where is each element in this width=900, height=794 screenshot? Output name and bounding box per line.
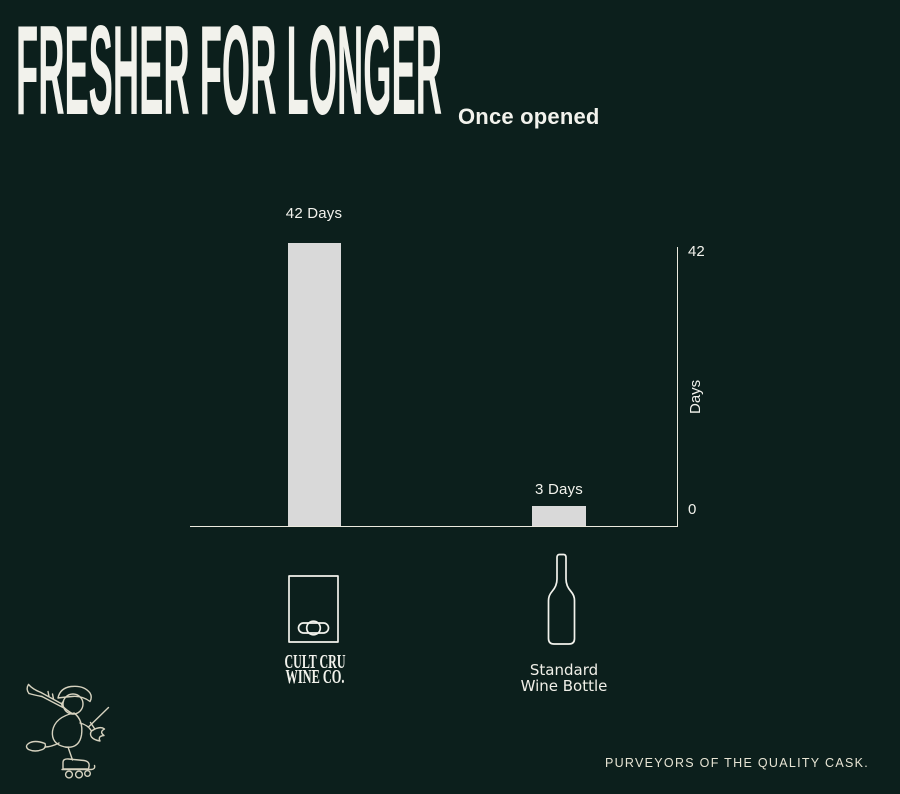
bar-standard-bottle — [532, 506, 586, 526]
page-title: FRESHER FOR LONGER — [16, 18, 442, 122]
logo-line-2: WINE CO. — [286, 666, 345, 688]
footer-tagline: PURVEYORS OF THE QUALITY CASK. — [604, 756, 869, 770]
bar-value-label-standard: 3 Days — [535, 481, 583, 498]
box-wine-icon — [288, 575, 339, 643]
bar-cultcru — [288, 243, 341, 526]
bar-value-label-cultcru: 42 Days — [285, 205, 343, 222]
cult-cru-wine-co-logo: CULT CRU WINE CO. — [285, 651, 346, 688]
skating-trumpeter-icon — [25, 683, 110, 779]
bottle-caption-line-2: Wine Bottle — [520, 677, 608, 695]
wine-bottle-icon — [547, 553, 576, 645]
bottle-caption-line-1: Standard — [529, 661, 599, 679]
chart-axis-frame — [190, 247, 678, 527]
logo-line-1: CULT CRU — [285, 651, 346, 673]
bottle-caption: Standard Wine Bottle — [499, 662, 629, 694]
y-axis-tick-max: 42 — [688, 243, 705, 260]
y-axis-tick-zero: 0 — [688, 501, 697, 518]
page-subtitle: Once opened — [458, 104, 600, 129]
y-axis-label: Days — [687, 379, 704, 414]
page-title-text: FRESHER FOR LONGER — [16, 18, 442, 122]
